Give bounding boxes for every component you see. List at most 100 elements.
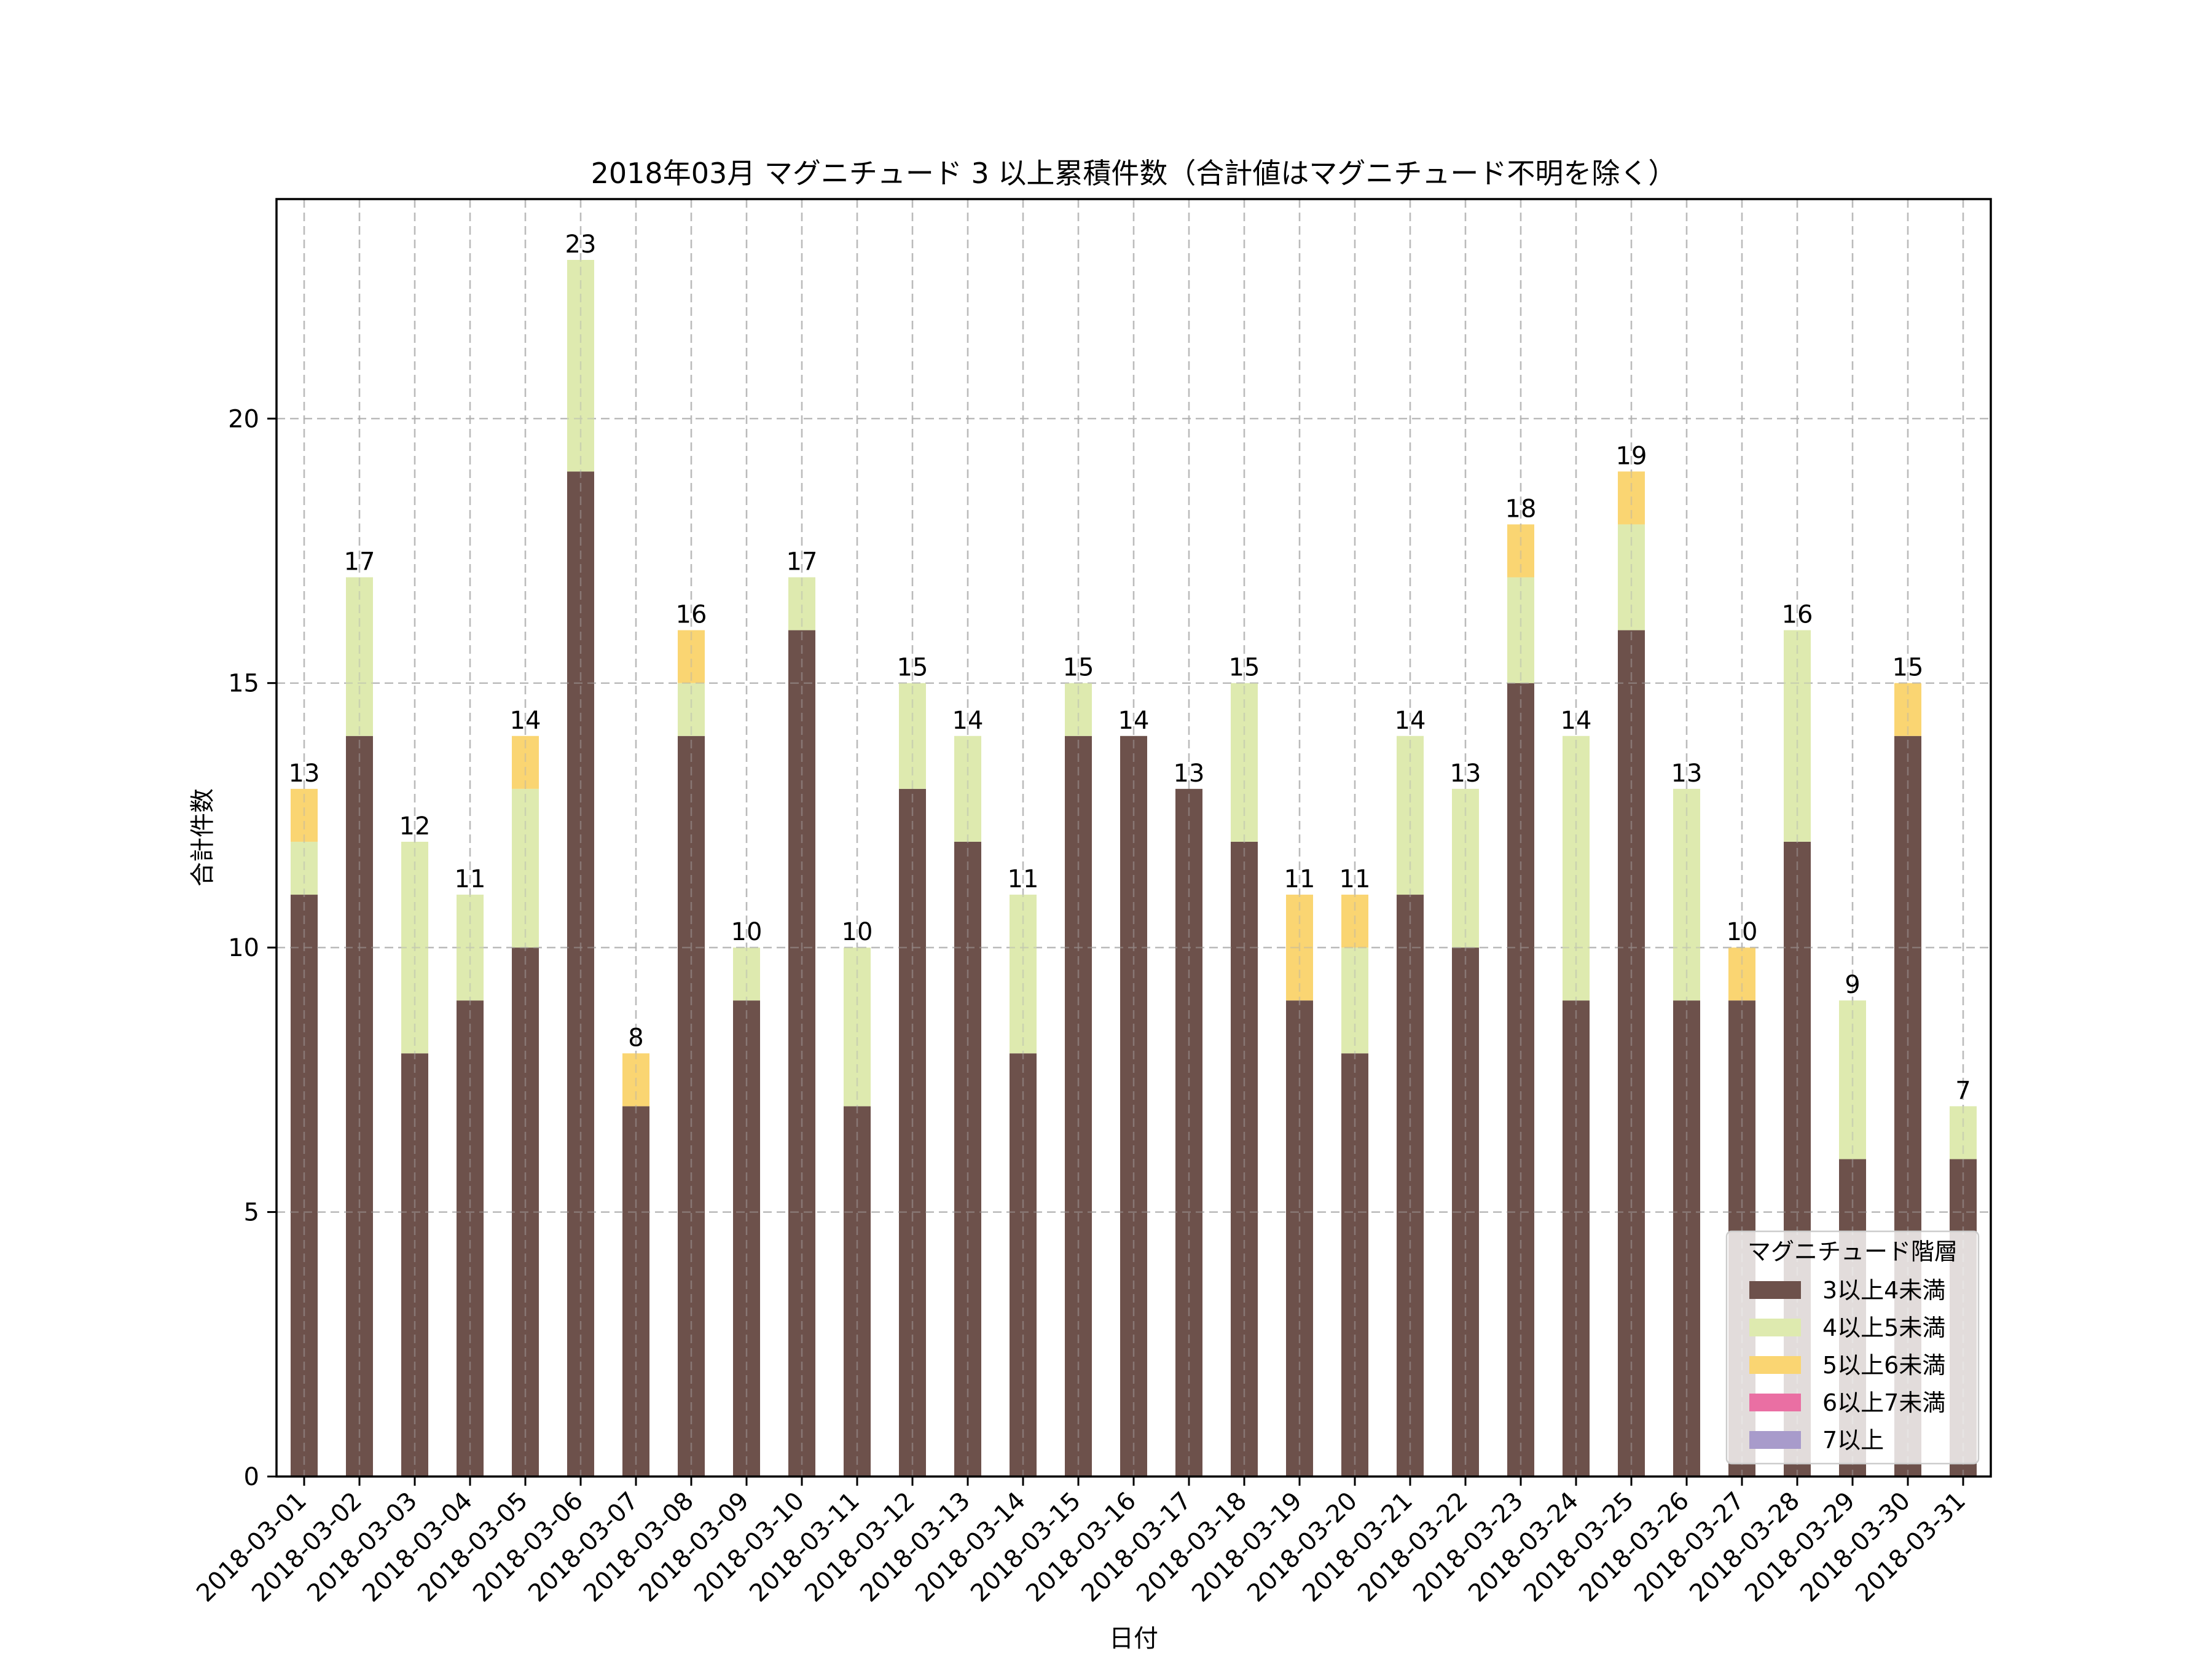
legend-label: 7以上	[1822, 1427, 1884, 1454]
legend-item: 7以上	[1749, 1427, 1884, 1454]
bar-total-label: 15	[1063, 654, 1094, 682]
chart-title: 2018年03月 マグニチュード 3 以上累積件数（合計値はマグニチュード不明を…	[591, 157, 1677, 190]
bar-total-label: 14	[952, 707, 984, 735]
bar-segment	[1839, 1000, 1866, 1159]
bar-segment	[1673, 1000, 1700, 1477]
bar-segment	[733, 1000, 760, 1477]
bar-total-label: 15	[1892, 654, 1924, 682]
bar-total-label: 9	[1845, 971, 1860, 999]
bar-segment	[512, 788, 539, 948]
bar-segment	[1120, 735, 1147, 1477]
bar-segment	[291, 895, 318, 1477]
legend-swatch	[1749, 1394, 1801, 1411]
legend: マグニチュード階層 3以上4未満 4以上5未満 5以上6未満 6以上7未満 7以上	[1725, 1230, 1980, 1465]
bar-total-label: 12	[399, 812, 431, 841]
bar-segment	[733, 947, 760, 1001]
bar-segment	[1618, 630, 1645, 1477]
bar-total-label: 14	[1395, 707, 1426, 735]
legend-label: 3以上4未満	[1822, 1277, 1945, 1304]
bar-segment	[1231, 841, 1258, 1477]
bar-total-label: 11	[1008, 865, 1039, 893]
bar-total-label: 14	[510, 707, 541, 735]
bar-segment	[1175, 788, 1202, 1477]
bar-segment	[1563, 1000, 1590, 1477]
bar-segment	[678, 735, 705, 1477]
x-axis-label: 日付	[1109, 1625, 1158, 1653]
legend-item: 6以上7未満	[1749, 1389, 1945, 1416]
bar-segment	[1894, 683, 1921, 736]
y-tick-label: 20	[228, 405, 259, 433]
legend-swatch	[1749, 1356, 1801, 1374]
bar-segment	[1563, 735, 1590, 1001]
bars	[276, 199, 1991, 1477]
bar-segment	[1452, 947, 1479, 1477]
x-gridline-overlay	[276, 199, 1991, 1477]
bar-segment	[457, 1000, 484, 1477]
bar-total-label: 15	[1229, 654, 1260, 682]
bar-segment	[899, 788, 926, 1477]
bar-segment	[1452, 788, 1479, 948]
legend-swatch	[1749, 1319, 1801, 1336]
y-tick-label: 15	[228, 670, 259, 698]
bar-segment	[899, 683, 926, 789]
bar-total-label: 11	[1284, 865, 1316, 893]
bar-segment	[512, 947, 539, 1477]
bar-segment	[1618, 471, 1645, 525]
bar-segment	[401, 841, 428, 1054]
bar-segment	[1618, 524, 1645, 630]
bar-segment	[1341, 1053, 1368, 1477]
bar-segment	[291, 788, 318, 842]
bar-segment	[954, 841, 981, 1477]
bar-total-label: 10	[1727, 918, 1758, 946]
bar-segment	[844, 1106, 871, 1477]
series-2	[291, 471, 1921, 1107]
legend-items: 3以上4未満 4以上5未満 5以上6未満 6以上7未満 7以上	[1749, 1277, 1945, 1454]
series-1	[291, 260, 1977, 1159]
bar-segment	[1286, 895, 1313, 1001]
bar-segment	[1010, 1053, 1037, 1477]
legend-swatch	[1749, 1281, 1801, 1299]
bar-segment	[622, 1106, 649, 1477]
bar-segment	[512, 735, 539, 789]
bar-segment	[1950, 1106, 1977, 1159]
bar-total-label: 7	[1955, 1077, 1971, 1105]
bar-segment	[1341, 947, 1368, 1054]
y-tick-label: 0	[244, 1463, 259, 1491]
bar-segment	[291, 841, 318, 895]
y-tick-label: 10	[228, 934, 259, 962]
bar-segment	[788, 577, 815, 630]
y-axis-label: 合計件数	[189, 788, 217, 887]
bar-total-label: 10	[731, 918, 763, 946]
y-tick-label: 5	[244, 1199, 259, 1227]
legend-label: 5以上6未満	[1822, 1352, 1945, 1379]
bar-segment	[1728, 947, 1755, 1001]
legend-item: 4以上5未満	[1749, 1314, 1945, 1341]
legend-label: 4以上5未満	[1822, 1314, 1945, 1341]
bar-total-label: 23	[565, 230, 597, 259]
bar-segment	[678, 630, 705, 683]
bar-total-label: 18	[1505, 495, 1537, 523]
y-axis: 0 5 10 15 20	[228, 405, 276, 1491]
bar-total-label: 16	[1782, 601, 1813, 629]
bar-segment	[622, 1053, 649, 1107]
legend-label: 6以上7未満	[1822, 1389, 1945, 1416]
bar-segment	[1397, 735, 1424, 895]
bar-segment	[457, 895, 484, 1001]
bar-total-label: 11	[1339, 865, 1371, 893]
legend-title: マグニチュード階層	[1747, 1238, 1958, 1265]
bar-segment	[1341, 895, 1368, 948]
bar-total-label: 8	[628, 1024, 643, 1052]
legend-item: 3以上4未満	[1749, 1277, 1945, 1304]
bar-segment	[1784, 630, 1811, 842]
bar-total-label: 11	[455, 865, 486, 893]
bar-segment	[1065, 683, 1092, 736]
bar-segment	[1397, 895, 1424, 1477]
bar-total-labels: 13 17 12 11 14 23 8 16 10 17 10 15 14 11 15 14 13 15 11 11 1…	[289, 230, 1971, 1105]
bar-segment	[1231, 683, 1258, 842]
legend-swatch	[1749, 1431, 1801, 1449]
bar-segment	[1507, 683, 1534, 1477]
bar-segment	[678, 683, 705, 736]
bar-total-label: 13	[1174, 759, 1205, 788]
bar-segment	[1507, 524, 1534, 578]
